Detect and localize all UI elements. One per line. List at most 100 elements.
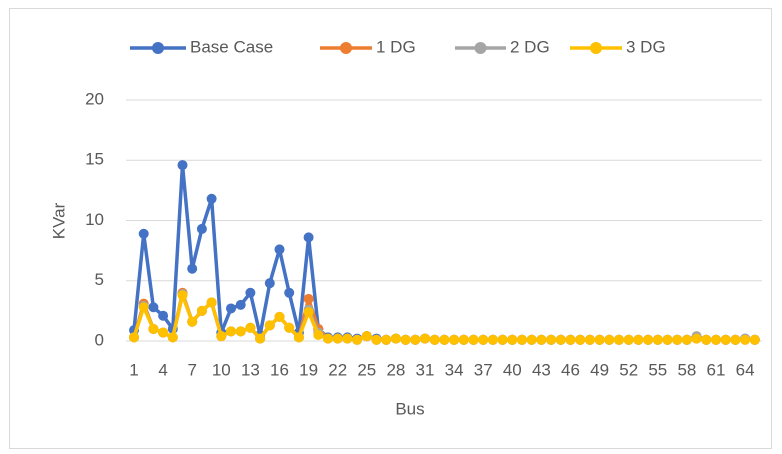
data-point (148, 302, 159, 313)
data-point (284, 287, 295, 298)
data-point (594, 334, 605, 345)
data-point (284, 322, 295, 333)
legend-label: Base Case (190, 37, 273, 56)
x-tick-label: 16 (270, 360, 289, 379)
data-point (226, 326, 236, 337)
x-tick-label: 64 (736, 360, 755, 379)
x-tick-label: 58 (677, 360, 696, 379)
data-point (187, 263, 198, 274)
chart-border (9, 8, 772, 449)
data-point (584, 334, 595, 345)
data-point (662, 334, 673, 345)
x-tick-label: 55 (648, 360, 667, 379)
data-point (138, 302, 149, 313)
data-point (303, 307, 314, 318)
data-point (691, 333, 702, 344)
x-tick-label: 34 (445, 360, 464, 379)
x-tick-label: 28 (386, 360, 405, 379)
x-tick-label: 7 (187, 360, 196, 379)
data-point (361, 331, 372, 342)
data-point (701, 334, 712, 345)
data-point (342, 333, 353, 344)
data-point (526, 334, 537, 345)
legend-marker (590, 42, 602, 54)
data-point (381, 334, 392, 345)
x-tick-label: 10 (212, 360, 231, 379)
data-point (517, 334, 527, 345)
x-tick-label: 61 (707, 360, 726, 379)
data-point (623, 334, 634, 345)
data-point (196, 305, 207, 316)
data-point (652, 334, 663, 345)
x-tick-label: 49 (590, 360, 609, 379)
data-point (245, 287, 256, 298)
data-point (323, 333, 333, 344)
data-point (177, 290, 188, 301)
data-point (643, 334, 654, 345)
data-point (478, 334, 489, 345)
data-point (148, 323, 159, 334)
data-point (264, 320, 275, 331)
data-point (371, 334, 382, 345)
legend-marker (340, 42, 352, 54)
data-point (614, 334, 624, 345)
x-tick-label: 25 (357, 360, 376, 379)
data-point (487, 334, 498, 345)
x-tick-label: 37 (474, 360, 493, 379)
data-point (429, 334, 440, 345)
data-point (410, 334, 421, 345)
data-point (196, 223, 207, 234)
data-point (681, 334, 692, 345)
data-point (390, 333, 401, 344)
data-point (546, 334, 557, 345)
data-point (167, 332, 178, 343)
data-point (264, 278, 275, 289)
data-point (303, 232, 314, 243)
data-point (313, 329, 324, 340)
legend-label: 2 DG (510, 37, 550, 56)
data-point (129, 332, 139, 343)
data-point (740, 334, 751, 345)
data-point (293, 332, 304, 343)
x-tick-label: 40 (503, 360, 522, 379)
data-point (206, 193, 217, 204)
y-tick-label: 0 (95, 330, 104, 349)
legend-label: 1 DG (376, 37, 416, 56)
x-tick-label: 43 (532, 360, 551, 379)
y-tick-label: 10 (85, 210, 104, 229)
data-point (187, 316, 198, 327)
data-point (352, 334, 363, 345)
y-tick-label: 20 (85, 89, 104, 108)
data-point (206, 297, 217, 308)
y-tick-label: 15 (85, 150, 104, 169)
x-axis-label: Bus (395, 399, 424, 418)
x-tick-label: 52 (619, 360, 638, 379)
data-point (177, 160, 188, 171)
y-tick-label: 5 (95, 270, 104, 289)
x-tick-label: 19 (299, 360, 318, 379)
data-point (274, 244, 285, 255)
y-axis-label: KVar (49, 202, 68, 239)
data-point (332, 333, 343, 344)
data-point (672, 334, 683, 345)
data-point (468, 334, 479, 345)
data-point (604, 334, 615, 345)
data-point (633, 334, 644, 345)
data-point (507, 334, 518, 345)
data-point (138, 228, 149, 239)
data-point (730, 334, 741, 345)
legend-label: 3 DG (626, 37, 666, 56)
data-point (235, 299, 246, 310)
data-point (449, 334, 460, 345)
data-point (303, 293, 314, 304)
data-point (158, 310, 169, 321)
data-point (497, 334, 508, 345)
legend-marker (474, 42, 487, 54)
data-point (235, 326, 246, 337)
data-point (158, 327, 169, 338)
data-point (439, 334, 450, 345)
data-point (575, 334, 586, 345)
x-tick-label: 22 (328, 360, 347, 379)
x-tick-label: 31 (416, 360, 435, 379)
